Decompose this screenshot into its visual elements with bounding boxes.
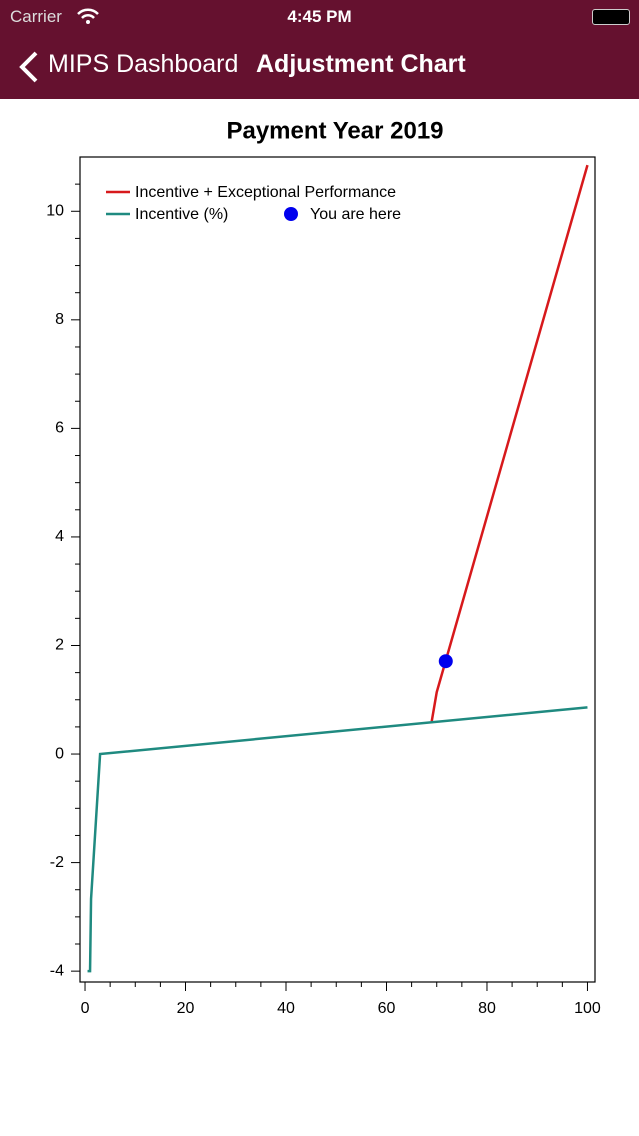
y-tick-label: 0 bbox=[55, 745, 64, 762]
x-tick-label: 60 bbox=[378, 1000, 396, 1017]
x-tick-label: 40 bbox=[277, 1000, 295, 1017]
legend-swatch bbox=[284, 207, 298, 221]
x-tick-label: 20 bbox=[177, 1000, 195, 1017]
plot-frame bbox=[79, 156, 596, 983]
carrier: Carrier bbox=[10, 7, 62, 26]
y-tick-label: 10 bbox=[46, 202, 64, 219]
point bbox=[438, 654, 453, 669]
legend-label: You are here bbox=[310, 206, 401, 223]
y-tick-label: 4 bbox=[55, 528, 64, 545]
series-line bbox=[430, 164, 589, 722]
y-tick-label: 2 bbox=[55, 637, 64, 654]
status-bar: Carrier 4:45 PM bbox=[0, 0, 639, 34]
x-tick-label: 100 bbox=[574, 1000, 601, 1017]
y-tick-label: -2 bbox=[50, 854, 64, 871]
legend-label: Incentive + Exceptional Performance bbox=[135, 184, 396, 201]
series-line bbox=[87, 706, 588, 973]
x-tick-label: 0 bbox=[81, 1000, 90, 1017]
x-tick-label: 80 bbox=[478, 1000, 496, 1017]
chart-title: Payment Year 2019 bbox=[226, 117, 443, 144]
back-chevron bbox=[19, 51, 38, 83]
y-tick-label: 6 bbox=[55, 420, 64, 437]
chart: Payment Year 2019 0 20 40 60 80 100 -4 -2 0 2 4 6 8 1… bbox=[46, 117, 601, 1017]
wifi-icon bbox=[77, 8, 99, 24]
nav-title: Adjustment Chart bbox=[256, 50, 466, 78]
nav-bar: MIPS Dashboard Adjustment Chart bbox=[0, 34, 639, 99]
battery bbox=[592, 9, 630, 25]
y-tick-label: -4 bbox=[50, 962, 64, 979]
back-label: MIPS Dashboard bbox=[48, 50, 239, 78]
y-tick-label: 8 bbox=[55, 311, 64, 328]
time: 4:45 PM bbox=[287, 7, 352, 26]
legend-label: Incentive (%) bbox=[135, 206, 228, 223]
